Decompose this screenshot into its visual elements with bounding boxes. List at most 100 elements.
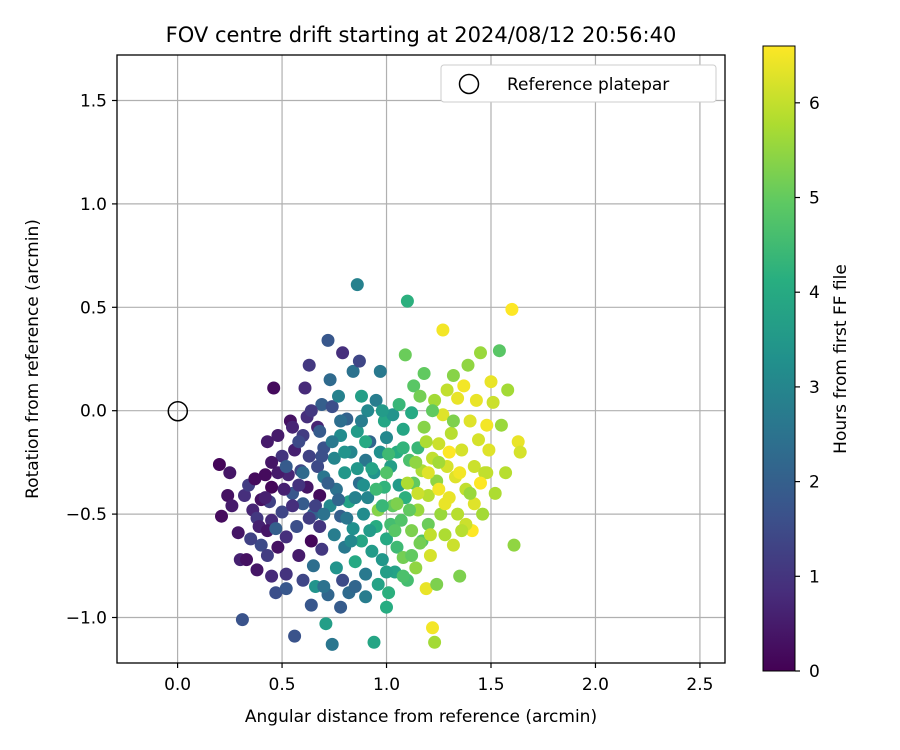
data-point [350, 462, 364, 476]
y-tick-label: 1.5 [80, 91, 107, 111]
data-point [260, 549, 274, 562]
data-point [480, 466, 494, 480]
data-point [488, 486, 502, 500]
data-point [365, 462, 379, 476]
data-point [304, 404, 318, 418]
data-point [446, 538, 460, 552]
x-tick-label: 1.0 [373, 675, 400, 695]
colorbar-tick-label: 4 [809, 283, 820, 303]
data-point [355, 534, 368, 548]
data-point [212, 458, 226, 471]
data-point [382, 447, 396, 461]
data-point [315, 449, 329, 463]
data-point [455, 524, 469, 538]
data-point [413, 389, 427, 403]
data-point [279, 567, 293, 581]
data-point [271, 429, 285, 442]
data-point [451, 507, 465, 521]
colorbar-tick-label: 3 [809, 378, 820, 398]
data-point [432, 455, 446, 469]
data-point [298, 381, 312, 395]
data-point [302, 358, 316, 372]
legend-reference-icon [458, 73, 480, 95]
data-point [290, 520, 304, 533]
y-tick-label: −1.0 [66, 609, 107, 629]
data-point [302, 449, 316, 463]
data-point [355, 389, 368, 403]
x-grid-lines [176, 55, 701, 663]
x-tick-label: 0.0 [164, 675, 191, 695]
data-point [231, 526, 245, 540]
data-point [440, 383, 454, 397]
data-point [267, 381, 281, 395]
data-point [215, 509, 228, 523]
data-point [338, 466, 352, 480]
colorbar-tick-label: 2 [809, 473, 820, 493]
data-point [421, 489, 435, 502]
colorbar [762, 45, 796, 672]
data-point [419, 435, 433, 449]
data-point [336, 573, 350, 587]
data-point [340, 511, 354, 525]
data-point [321, 476, 335, 490]
data-point [455, 443, 469, 457]
data-point [480, 418, 494, 432]
data-point [400, 476, 414, 490]
data-point [421, 466, 435, 480]
data-point [250, 563, 264, 577]
data-point [438, 528, 452, 542]
data-point [373, 364, 387, 378]
data-point [430, 577, 444, 591]
data-point [319, 617, 333, 631]
y-axis-ticks: −1.0 −0.5 0.0 0.5 1.0 1.5 [66, 91, 117, 629]
data-point [505, 302, 519, 316]
data-point [275, 449, 289, 463]
data-point [426, 404, 439, 418]
data-point [398, 348, 412, 362]
data-point [453, 569, 467, 583]
data-point [304, 534, 318, 548]
data-point [323, 373, 337, 387]
data-point [279, 530, 293, 544]
data-point [244, 532, 258, 546]
data-point [317, 507, 331, 521]
data-point [269, 522, 283, 536]
plot-frame [116, 54, 726, 664]
reference-marker [167, 400, 189, 422]
data-point [277, 482, 291, 496]
data-point [361, 404, 375, 418]
data-point [258, 491, 272, 505]
data-point [348, 580, 362, 593]
data-point [258, 468, 272, 482]
data-point [432, 482, 446, 496]
data-point [463, 486, 477, 500]
data-point [421, 517, 435, 531]
data-point [371, 577, 385, 591]
data-point [334, 600, 348, 614]
data-point [426, 621, 439, 635]
data-point [375, 404, 389, 418]
data-point [396, 569, 410, 583]
data-point [394, 513, 408, 527]
data-point [453, 466, 467, 480]
data-point [352, 354, 366, 368]
data-point [388, 524, 402, 538]
data-point [325, 637, 339, 651]
data-point [474, 346, 487, 360]
data-point [338, 445, 352, 459]
data-point [296, 497, 310, 511]
colorbar-tick-label: 1 [809, 567, 820, 587]
data-point [400, 294, 414, 308]
data-point [434, 507, 448, 521]
data-point [350, 424, 364, 438]
data-point [296, 466, 310, 480]
data-point [484, 375, 498, 389]
data-point [417, 420, 431, 434]
data-point [296, 573, 310, 587]
data-point [332, 493, 345, 507]
data-point [482, 443, 496, 457]
data-point [315, 542, 329, 556]
data-point [355, 414, 368, 428]
data-point [457, 379, 471, 393]
data-point [265, 480, 279, 494]
